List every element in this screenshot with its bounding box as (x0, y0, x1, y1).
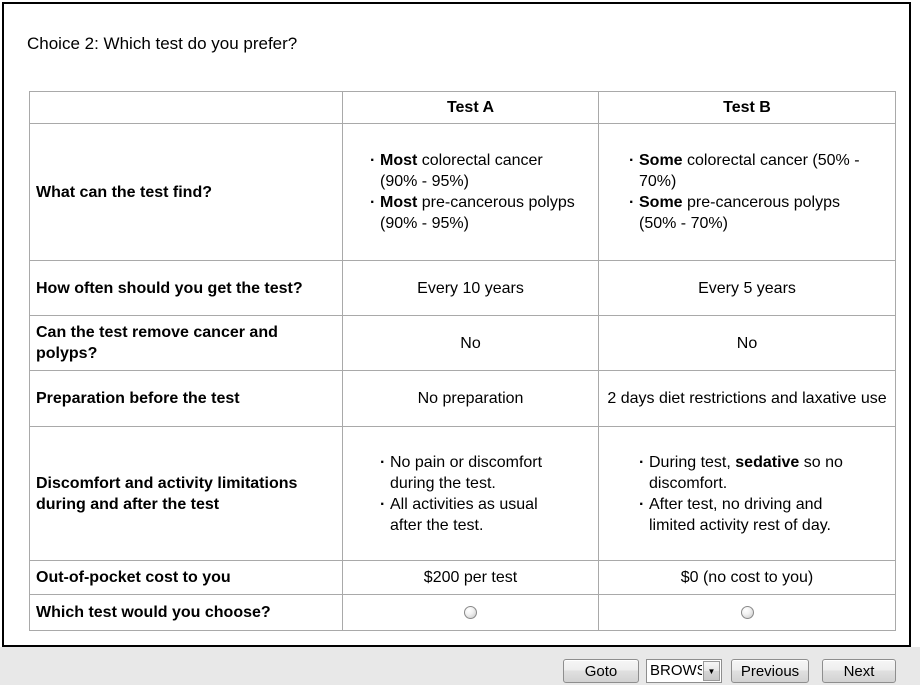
cell-test-a-how-often: Every 10 years (342, 260, 599, 316)
bullet-list: Some colorectal cancer (50% - 70%) Some … (625, 150, 869, 234)
row-label-choose: Which test would you choose? (29, 594, 343, 631)
table-row: Can the test remove cancer and polyps? N… (29, 315, 896, 371)
browser-select-value: BROWS (650, 662, 702, 679)
bullet-list: Most colorectal cancer (90% - 95%) Most … (366, 150, 575, 234)
table-row: Out-of-pocket cost to you $200 per test … (29, 560, 896, 595)
table-row: Which test would you choose? (29, 594, 896, 631)
col-header-test-a: Test A (342, 91, 599, 124)
table-row: Preparation before the test No preparati… (29, 370, 896, 427)
cell-test-a-cost: $200 per test (342, 560, 599, 595)
cell-test-a-preparation: No preparation (342, 370, 599, 427)
browser-select[interactable]: BROWS ▼ (646, 659, 722, 683)
goto-button[interactable]: Goto (563, 659, 639, 683)
cell-test-a-choose (342, 594, 599, 631)
bullet-item: During test, sedative so no discomfort. (639, 452, 859, 494)
next-button[interactable]: Next (822, 659, 896, 683)
row-label-cost: Out-of-pocket cost to you (29, 560, 343, 595)
cell-test-b-remove-cancer: No (598, 315, 896, 371)
previous-button[interactable]: Previous (731, 659, 809, 683)
dropdown-arrow-button[interactable]: ▼ (703, 661, 720, 681)
cell-test-a-discomfort: No pain or discomfort during the test. A… (342, 426, 599, 561)
cell-test-b-choose (598, 594, 896, 631)
page-title: Choice 2: Which test do you prefer? (27, 34, 298, 53)
row-label-what-find: What can the test find? (29, 123, 343, 261)
cell-test-b-how-often: Every 5 years (598, 260, 896, 316)
header-blank-cell (29, 91, 343, 124)
bullet-list: No pain or discomfort during the test. A… (376, 452, 565, 536)
chevron-down-icon: ▼ (707, 667, 716, 676)
test-a-radio[interactable] (464, 606, 477, 620)
bullet-item: After test, no driving and limited activ… (639, 494, 859, 536)
bullet-item: Most pre-cancerous polyps (90% - 95%) (370, 192, 575, 234)
survey-panel: Choice 2: Which test do you prefer? Test… (2, 2, 911, 647)
bullet-item: Most colorectal cancer (90% - 95%) (370, 150, 575, 192)
row-label-discomfort: Discomfort and activity limitations duri… (29, 426, 343, 561)
cell-test-a-remove-cancer: No (342, 315, 599, 371)
row-label-how-often: How often should you get the test? (29, 260, 343, 316)
bullet-list: During test, sedative so no discomfort. … (635, 452, 859, 536)
comparison-table: Test A Test B What can the test find? Mo… (29, 91, 896, 631)
cell-test-b-what-find: Some colorectal cancer (50% - 70%) Some … (598, 123, 896, 261)
table-header-row: Test A Test B (29, 91, 896, 124)
row-label-remove-cancer: Can the test remove cancer and polyps? (29, 315, 343, 371)
bullet-item: All activities as usual after the test. (380, 494, 565, 536)
test-b-radio[interactable] (740, 606, 754, 620)
col-header-test-b: Test B (598, 91, 896, 124)
cell-test-b-preparation: 2 days diet restrictions and laxative us… (598, 370, 896, 427)
table-row: Discomfort and activity limitations duri… (29, 426, 896, 561)
bottom-toolbar: Goto BROWS ▼ Previous Next (0, 647, 920, 685)
cell-test-b-discomfort: During test, sedative so no discomfort. … (598, 426, 896, 561)
table-row: What can the test find? Most colorectal … (29, 123, 896, 261)
cell-test-b-cost: $0 (no cost to you) (598, 560, 896, 595)
row-label-preparation: Preparation before the test (29, 370, 343, 427)
bullet-item: Some colorectal cancer (50% - 70%) (629, 150, 869, 192)
bullet-item: No pain or discomfort during the test. (380, 452, 565, 494)
cell-test-a-what-find: Most colorectal cancer (90% - 95%) Most … (342, 123, 599, 261)
bullet-item: Some pre-cancerous polyps (50% - 70%) (629, 192, 869, 234)
table-row: How often should you get the test? Every… (29, 260, 896, 316)
